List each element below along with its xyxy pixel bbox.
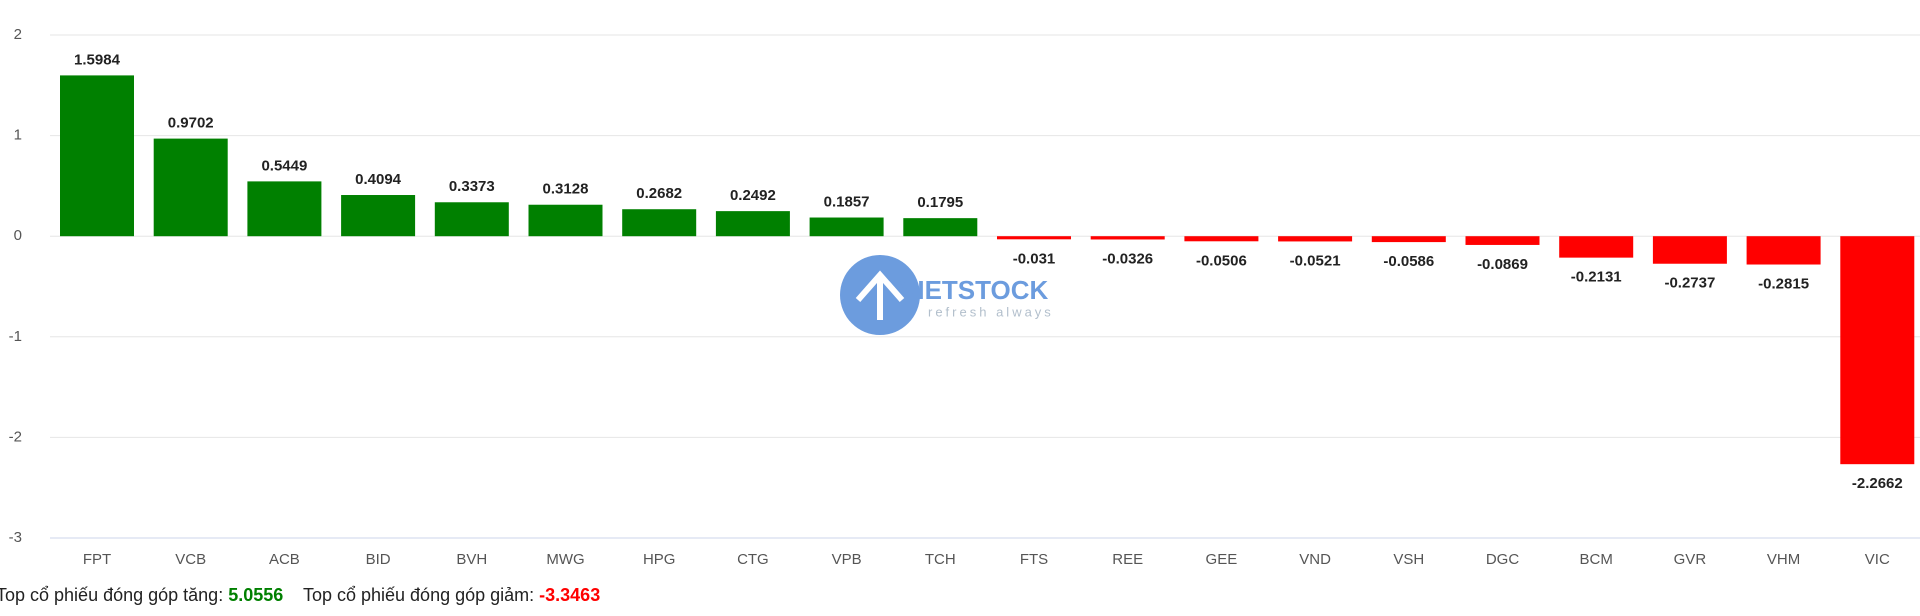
x-tick-label: BVH bbox=[456, 551, 487, 568]
y-tick-label: 1 bbox=[14, 127, 22, 144]
value-label: -0.0586 bbox=[1383, 253, 1434, 270]
watermark: VIETSTOCK refresh always bbox=[840, 255, 1054, 335]
watermark-logo-arrow bbox=[855, 270, 905, 320]
chart: VIETSTOCK refresh always -3 -2 -1 0 1 2 FPT 1.5… bbox=[9, 26, 1920, 568]
x-tick-label: VCB bbox=[175, 551, 206, 568]
x-tick-label: GEE bbox=[1206, 551, 1238, 568]
x-tick-label: REE bbox=[1112, 551, 1143, 568]
x-tick-label: BID bbox=[366, 551, 391, 568]
y-tick-label: 2 bbox=[14, 26, 22, 43]
bar bbox=[715, 211, 790, 237]
x-tick-label: DGC bbox=[1486, 551, 1520, 568]
value-label: -2.2662 bbox=[1852, 475, 1903, 492]
value-label: 0.1857 bbox=[824, 193, 870, 210]
bar bbox=[341, 195, 416, 237]
gain-label: Top cổ phiếu đóng góp tăng: bbox=[0, 585, 224, 605]
x-tick-label: VHM bbox=[1767, 551, 1800, 568]
value-label: 0.2492 bbox=[730, 187, 776, 204]
bar bbox=[1746, 236, 1821, 265]
loss-label: Top cổ phiếu đóng góp giảm: bbox=[302, 585, 535, 605]
bar bbox=[528, 204, 603, 237]
bar bbox=[1465, 236, 1540, 245]
bar bbox=[622, 209, 697, 237]
gain-value: 5.0556 bbox=[228, 585, 284, 605]
x-tick-label: GVR bbox=[1674, 551, 1707, 568]
bar bbox=[1652, 236, 1727, 264]
value-label: -0.2737 bbox=[1664, 275, 1715, 292]
bar bbox=[809, 217, 884, 237]
value-label: 0.4094 bbox=[355, 171, 402, 188]
value-label: 0.5449 bbox=[261, 157, 307, 174]
bar bbox=[1840, 236, 1915, 465]
y-tick-label: -3 bbox=[9, 529, 22, 546]
x-tick-label: VPB bbox=[832, 551, 862, 568]
bar bbox=[1278, 236, 1353, 242]
summary: Top cổ phiếu đóng góp tăng: 5.0556 Top c… bbox=[0, 585, 600, 606]
x-tick-label: VIC bbox=[1865, 551, 1890, 568]
value-label: -0.2131 bbox=[1571, 269, 1622, 286]
bar bbox=[1090, 236, 1165, 240]
x-tick-label: ACB bbox=[269, 551, 300, 568]
y-tick-label: -2 bbox=[9, 428, 22, 445]
bar bbox=[153, 138, 228, 237]
value-label: 0.3128 bbox=[543, 181, 589, 198]
x-tick-label: FTS bbox=[1020, 551, 1048, 568]
watermark-brand: VIETSTOCK bbox=[900, 275, 1049, 305]
x-tick-label: VND bbox=[1299, 551, 1331, 568]
x-tick-label: VSH bbox=[1393, 551, 1424, 568]
bar bbox=[997, 236, 1071, 240]
value-label: 0.1795 bbox=[917, 194, 963, 211]
value-label: -0.0506 bbox=[1196, 252, 1247, 269]
watermark-tagline: refresh always bbox=[928, 304, 1054, 319]
value-label: -0.0521 bbox=[1290, 252, 1341, 269]
x-tick-label: TCH bbox=[925, 551, 956, 568]
x-tick-label: CTG bbox=[737, 551, 769, 568]
value-label: -0.031 bbox=[1013, 250, 1056, 267]
value-label: -0.0326 bbox=[1102, 250, 1153, 267]
bar bbox=[247, 181, 322, 237]
x-tick-label: FPT bbox=[83, 551, 111, 568]
value-label: 0.3373 bbox=[449, 178, 495, 195]
x-tick-label: MWG bbox=[546, 551, 584, 568]
value-label: 0.2682 bbox=[636, 185, 682, 202]
bar bbox=[1184, 236, 1259, 242]
value-label: 1.5984 bbox=[74, 51, 121, 68]
value-label: 0.9702 bbox=[168, 115, 214, 132]
bar bbox=[1559, 236, 1634, 258]
bar bbox=[434, 202, 509, 237]
y-tick-label: -1 bbox=[9, 328, 22, 345]
value-label: -0.2815 bbox=[1758, 275, 1809, 292]
bar bbox=[1371, 236, 1446, 243]
y-tick-label: 0 bbox=[14, 227, 22, 244]
loss-value: -3.3463 bbox=[539, 585, 601, 605]
bar bbox=[903, 218, 978, 237]
x-tick-label: BCM bbox=[1580, 551, 1613, 568]
value-label: -0.0869 bbox=[1477, 256, 1528, 273]
bar bbox=[60, 75, 134, 237]
x-tick-label: HPG bbox=[643, 551, 676, 568]
